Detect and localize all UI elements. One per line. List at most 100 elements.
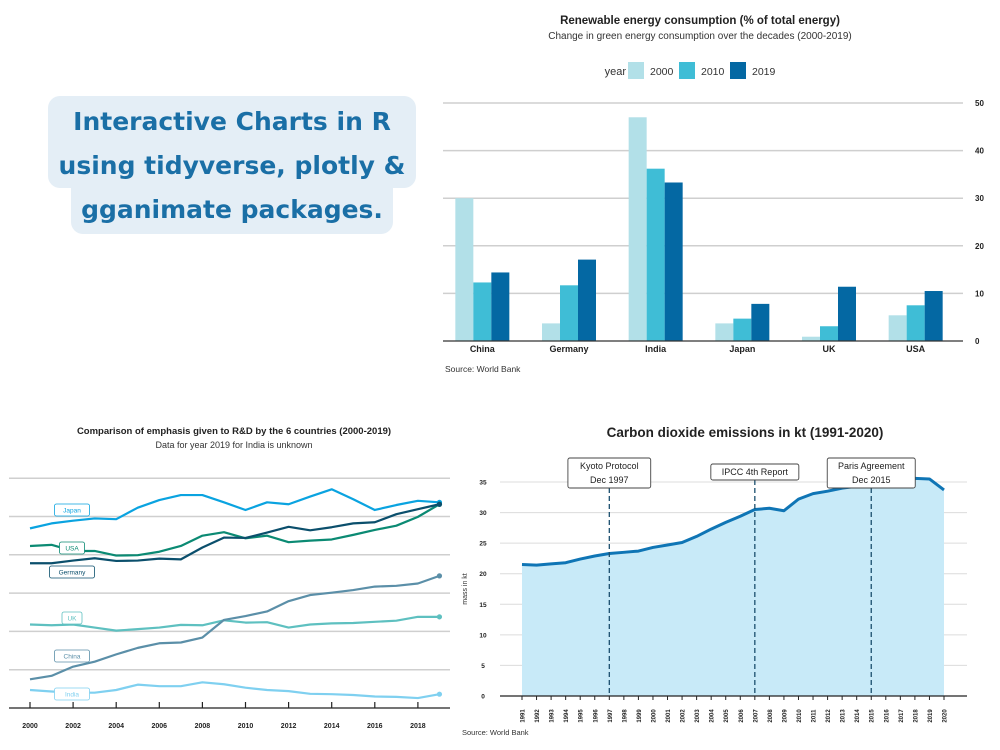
x-tick-label: 2020 <box>943 709 949 723</box>
series-line <box>29 681 440 700</box>
chart-caption: Source: World Bank <box>445 364 521 374</box>
y-tick-label: 20 <box>975 242 984 251</box>
bar <box>820 326 838 341</box>
series-label: UK <box>67 616 77 623</box>
x-tick-label: 2002 <box>681 709 687 723</box>
bar <box>906 305 925 341</box>
annotation-box <box>710 463 800 481</box>
legend-swatch <box>679 62 695 79</box>
series-label-box <box>54 687 90 701</box>
chart-title: Comparison of emphasis given to R&D by t… <box>77 426 391 437</box>
bar-chart: Renewable energy consumption (% of total… <box>443 15 984 374</box>
x-tick-label: 1997 <box>608 709 614 723</box>
series-end-point <box>436 573 443 579</box>
x-tick-label: China <box>470 344 496 354</box>
series-label-box <box>59 541 85 555</box>
x-tick-label: 1999 <box>637 709 643 723</box>
y-tick-label: 15 <box>479 602 487 609</box>
x-tick-label: 1994 <box>564 709 570 723</box>
bar <box>455 198 474 341</box>
series-label: China <box>64 654 81 661</box>
line-chart: Comparison of emphasis given to R&D by t… <box>9 426 450 730</box>
x-tick-label: 2004 <box>108 723 124 730</box>
x-tick-label: 2007 <box>753 709 759 723</box>
x-tick-label: 1991 <box>521 709 527 723</box>
area-chart: Carbon dioxide emissions in kt (1991-202… <box>462 425 967 737</box>
chart-subtitle: Data for year 2019 for India is unknown <box>155 440 312 450</box>
x-tick-label: 2011 <box>812 709 818 723</box>
x-tick-label: 2006 <box>152 723 168 730</box>
bar <box>924 291 943 341</box>
y-tick-label: 40 <box>975 147 984 156</box>
chart-title: Carbon dioxide emissions in kt (1991-202… <box>607 425 884 440</box>
bar <box>838 286 856 341</box>
x-tick-label: 1992 <box>535 709 541 723</box>
y-tick-label: 35 <box>479 480 487 487</box>
x-tick-label: 2013 <box>841 709 847 723</box>
title-banner: Interactive Charts in R using tidyverse,… <box>48 96 416 234</box>
bar <box>646 168 665 341</box>
annotation-text: IPCC 4th Report <box>722 467 789 477</box>
x-tick-label: 2000 <box>651 709 657 723</box>
x-tick-label: 2005 <box>724 709 730 723</box>
area-fill <box>522 478 944 696</box>
series-end-point <box>436 614 443 620</box>
bar <box>802 336 820 341</box>
y-tick-label: 25 <box>479 541 487 548</box>
series-label: Germany <box>59 570 86 577</box>
x-tick-label: 1998 <box>622 709 628 723</box>
x-tick-label: 1993 <box>550 709 556 723</box>
annotation-text: Dec 1997 <box>590 475 629 485</box>
series-line <box>29 488 440 530</box>
y-tick-label: 10 <box>975 289 984 298</box>
chart-caption: Source: World Bank <box>462 728 529 737</box>
x-tick-label: UK <box>823 344 836 354</box>
y-axis-label: mass in kt <box>462 573 469 605</box>
series-end-point <box>436 691 443 697</box>
x-tick-label: 2012 <box>826 709 832 723</box>
x-tick-label: India <box>645 344 667 354</box>
bar <box>578 259 596 341</box>
banner-line: gganimate packages. <box>71 188 393 234</box>
bar <box>715 323 734 341</box>
bar <box>473 282 492 341</box>
annotation-text: Dec 2015 <box>852 475 891 485</box>
legend-swatch <box>628 62 644 79</box>
series-label-box <box>54 503 90 517</box>
x-tick-label: 2016 <box>884 709 890 723</box>
x-tick-label: USA <box>906 344 926 354</box>
x-tick-label: Japan <box>729 344 755 354</box>
x-tick-label: 2016 <box>367 723 383 730</box>
series-label-box <box>54 649 90 663</box>
x-tick-label: 2015 <box>870 709 876 723</box>
x-tick-label: 2018 <box>913 709 919 723</box>
y-tick-label: 30 <box>479 510 487 517</box>
legend-label: 2000 <box>650 66 674 78</box>
annotation-box <box>826 457 916 489</box>
series-label: India <box>65 692 79 699</box>
series-end-point <box>436 501 443 507</box>
x-tick-label: 2006 <box>739 709 745 723</box>
bar <box>664 182 683 341</box>
x-tick-label: 2004 <box>710 709 716 723</box>
x-tick-label: 2010 <box>797 709 803 723</box>
x-tick-label: 2018 <box>410 723 426 730</box>
bar <box>491 272 510 341</box>
legend-swatch <box>730 62 746 79</box>
legend-title: year <box>605 66 627 78</box>
annotation-box <box>567 457 652 489</box>
y-tick-label: 50 <box>975 99 984 108</box>
x-tick-label: 2014 <box>324 723 340 730</box>
chart-subtitle: Change in green energy consumption over … <box>548 31 852 42</box>
series-label: USA <box>65 546 79 553</box>
series-line <box>29 574 440 681</box>
x-tick-label: 2008 <box>768 709 774 723</box>
banner-line: Interactive Charts in R <box>48 96 416 144</box>
bar <box>733 318 752 341</box>
y-tick-label: 0 <box>975 337 980 346</box>
series-label-box <box>49 565 95 579</box>
x-tick-label: 2000 <box>22 723 38 730</box>
x-tick-label: 2008 <box>195 723 211 730</box>
x-tick-label: Germany <box>549 344 588 354</box>
